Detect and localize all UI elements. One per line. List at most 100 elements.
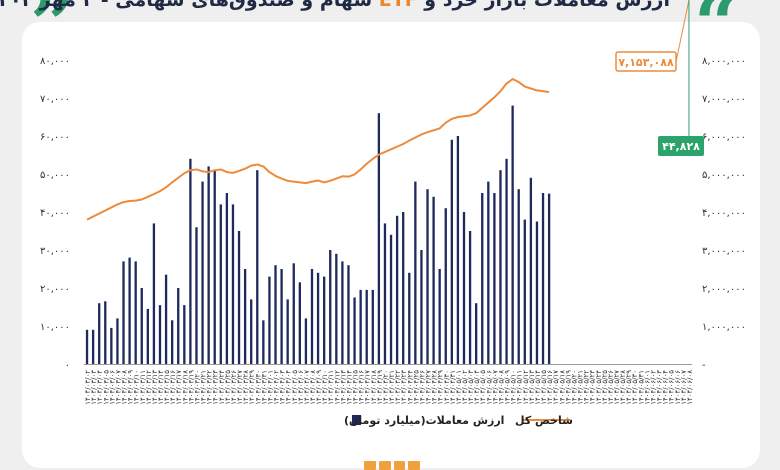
x-tick-label: ۱۴۰۴/۰۳/۱۶: [169, 370, 177, 405]
x-tick-label: ۱۴۰۴/۰۳/۱۴: [157, 370, 165, 405]
bar: [207, 166, 210, 364]
bar: [116, 318, 119, 364]
right-axis-tick-label: ۸,۰۰۰,۰۰۰: [702, 56, 746, 67]
x-tick-label: ۱۴۰۴/۰۳/۱۷: [175, 370, 183, 405]
x-tick-label: ۱۴۰۴/۰۵/۲۶: [607, 370, 615, 405]
x-tick-label: ۱۴۰۴/۰۳/۱۲: [145, 370, 153, 405]
x-tick-label: ۱۴۰۴/۰۴/۱۷: [364, 370, 372, 405]
bar: [450, 139, 453, 364]
x-tick-label: ۱۴۰۴/۰۴/۱۸: [370, 370, 378, 405]
x-tick-label: ۱۴۰۴/۰۳/۲۷: [236, 370, 244, 405]
x-tick-label: ۱۴۰۴/۰۳/۲۲: [206, 370, 214, 405]
bar: [256, 170, 259, 364]
bar: [104, 301, 107, 364]
x-tick-label: ۱۴۰۴/۰۳/۰۹: [127, 370, 135, 405]
x-tick-label: ۱۴۰۴/۰۵/۲۵: [601, 370, 609, 405]
bar: [164, 274, 168, 364]
line-callout-value: ۷,۱۵۳,۰۸۸: [618, 56, 674, 69]
x-tick-label: ۱۴۰۴/۰۳/۱۳: [151, 370, 159, 405]
x-tick-label: ۱۴۰۴/۰۵/۱۹: [564, 370, 572, 405]
x-tick-label: ۱۴۰۴/۰۳/۰۳: [90, 370, 98, 405]
bar: [365, 289, 368, 364]
x-tick-label: ۱۴۰۴/۰۴/۰۲: [273, 370, 281, 405]
x-tick-label: ۱۴۰۴/۰۶/۰۸: [686, 370, 694, 405]
x-tick-label: ۱۴۰۴/۰۳/۲۳: [212, 370, 220, 405]
bar: [353, 297, 356, 364]
x-tick-label: ۱۴۰۴/۰۳/۰۶: [108, 370, 116, 405]
x-tick-label: ۱۴۰۴/۰۶/۰۲: [649, 370, 657, 405]
x-tick-label: ۱۴۰۴/۰۵/۰۵: [479, 370, 487, 405]
bar: [262, 320, 265, 364]
bar: [177, 288, 180, 364]
bar: [231, 204, 235, 364]
left-axis-tick-label: ۱۰,۰۰۰: [40, 322, 70, 333]
x-tick-label: ۱۴۰۴/۰۳/۱۱: [139, 370, 147, 405]
bar-callout-value: ۴۴,۸۲۸: [662, 140, 700, 153]
bar: [134, 261, 137, 364]
x-tick-label: ۱۴۰۴/۰۵/۱۵: [540, 370, 548, 405]
x-tick-label: ۱۴۰۴/۰۵/۲۴: [595, 370, 603, 405]
x-tick-label: ۱۴۰۴/۰۴/۲۵: [412, 370, 420, 405]
x-tick-label: ۱۴۰۴/۰۴/۰۳: [279, 370, 287, 405]
index-line: [86, 78, 550, 221]
right-axis-tick-label: ۳,۰۰۰,۰۰۰: [702, 246, 746, 257]
x-tick-label: ۱۴۰۴/۰۵/۰۳: [467, 370, 475, 405]
right-axis-tick-label: -: [702, 360, 706, 371]
line-callout-box: [615, 51, 677, 72]
x-tick-label: ۱۴۰۴/۰۳/۲۸: [242, 370, 250, 405]
bar: [122, 261, 125, 364]
x-tick-label: ۱۴۰۴/۰۳/۰۴: [96, 370, 104, 405]
title-etf: ETF: [372, 0, 425, 11]
bar: [481, 193, 484, 364]
bar: [475, 303, 478, 364]
bar: [383, 223, 387, 364]
x-tick-label: ۱۴۰۴/۰۳/۲۱: [200, 370, 208, 405]
right-axis-tick-label: ۶,۰۰۰,۰۰۰: [702, 132, 746, 143]
bar: [402, 212, 405, 364]
bar: [420, 250, 423, 364]
x-tick-label: ۱۴۰۴/۰۵/۰۹: [504, 370, 512, 405]
bar: [146, 308, 149, 364]
bar: [323, 276, 326, 364]
bar: [310, 269, 314, 364]
x-tick-label: ۱۴۰۴/۰۳/۱۸: [181, 370, 189, 405]
left-axis-tick-label: ۳۰,۰۰۰: [40, 246, 70, 257]
x-tick-label: ۱۴۰۴/۰۴/۰۵: [291, 370, 299, 405]
x-tick-label: ۱۴۰۴/۰۴/۳۰: [443, 370, 451, 405]
x-tick-label: ۱۴۰۴/۰۶/۰۶: [674, 370, 682, 405]
x-tick-label: ۱۴۰۴/۰۳/۱۵: [163, 370, 171, 405]
x-tick-label: ۱۴۰۴/۰۴/۲۹: [437, 370, 445, 405]
x-tick-label: ۱۴۰۴/۰۶/۰۳: [656, 370, 664, 405]
left-axis-tick-label: ۸۰,۰۰۰: [40, 56, 70, 67]
x-tick-label: ۱۴۰۴/۰۳/۱۰: [133, 370, 141, 405]
x-tick-label: ۱۴۰۴/۰۵/۱۶: [546, 370, 554, 405]
x-tick-label: ۱۴۰۴/۰۵/۰۸: [497, 370, 505, 405]
x-tick-label: ۱۴۰۴/۰۵/۱۸: [558, 370, 566, 405]
bar: [152, 223, 156, 364]
bar: [110, 327, 113, 364]
x-tick-label: ۱۴۰۴/۰۵/۱۱: [516, 370, 524, 405]
x-tick-label: ۱۴۰۴/۰۵/۳۱: [637, 370, 645, 405]
x-tick-label: ۱۴۰۴/۰۴/۰۱: [266, 370, 274, 405]
x-tick-label: ۱۴۰۴/۰۴/۲۶: [418, 370, 426, 405]
x-tick-label: ۱۴۰۴/۰۴/۱۹: [376, 370, 384, 405]
x-tick-label: ۱۴۰۴/۰۴/۰۷: [303, 370, 311, 405]
bar: [213, 170, 216, 364]
bar: [335, 253, 338, 364]
bar: [225, 193, 229, 364]
x-tick-label: ۱۴۰۴/۰۳/۲۴: [218, 370, 226, 405]
left-axis-tick-label: ۲۰,۰۰۰: [40, 284, 70, 295]
chart-title: ارزش معاملات بازار خرد و ETF سهام و صندو…: [0, 0, 670, 11]
x-tick-label: ۱۴۰۴/۰۵/۲۸: [619, 370, 627, 405]
x-tick-label: ۱۴۰۴/۰۳/۱۹: [187, 370, 195, 405]
left-axis-tick-label: ۶۰,۰۰۰: [40, 132, 70, 143]
bar: [432, 196, 435, 364]
x-tick-label: ۱۴۰۴/۰۳/۲۵: [224, 370, 232, 405]
x-tick-label: ۱۴۰۴/۰۵/۱۳: [528, 370, 536, 405]
bar: [517, 189, 520, 364]
x-tick-label: ۱۴۰۴/۰۴/۰۴: [285, 370, 293, 405]
right-axis-tick-label: ۵,۰۰۰,۰۰۰: [702, 170, 746, 181]
x-tick-label: ۱۴۰۴/۰۵/۱۴: [534, 370, 542, 405]
x-tick-label: ۱۴۰۴/۰۴/۰۶: [297, 370, 305, 405]
bar: [280, 269, 283, 364]
